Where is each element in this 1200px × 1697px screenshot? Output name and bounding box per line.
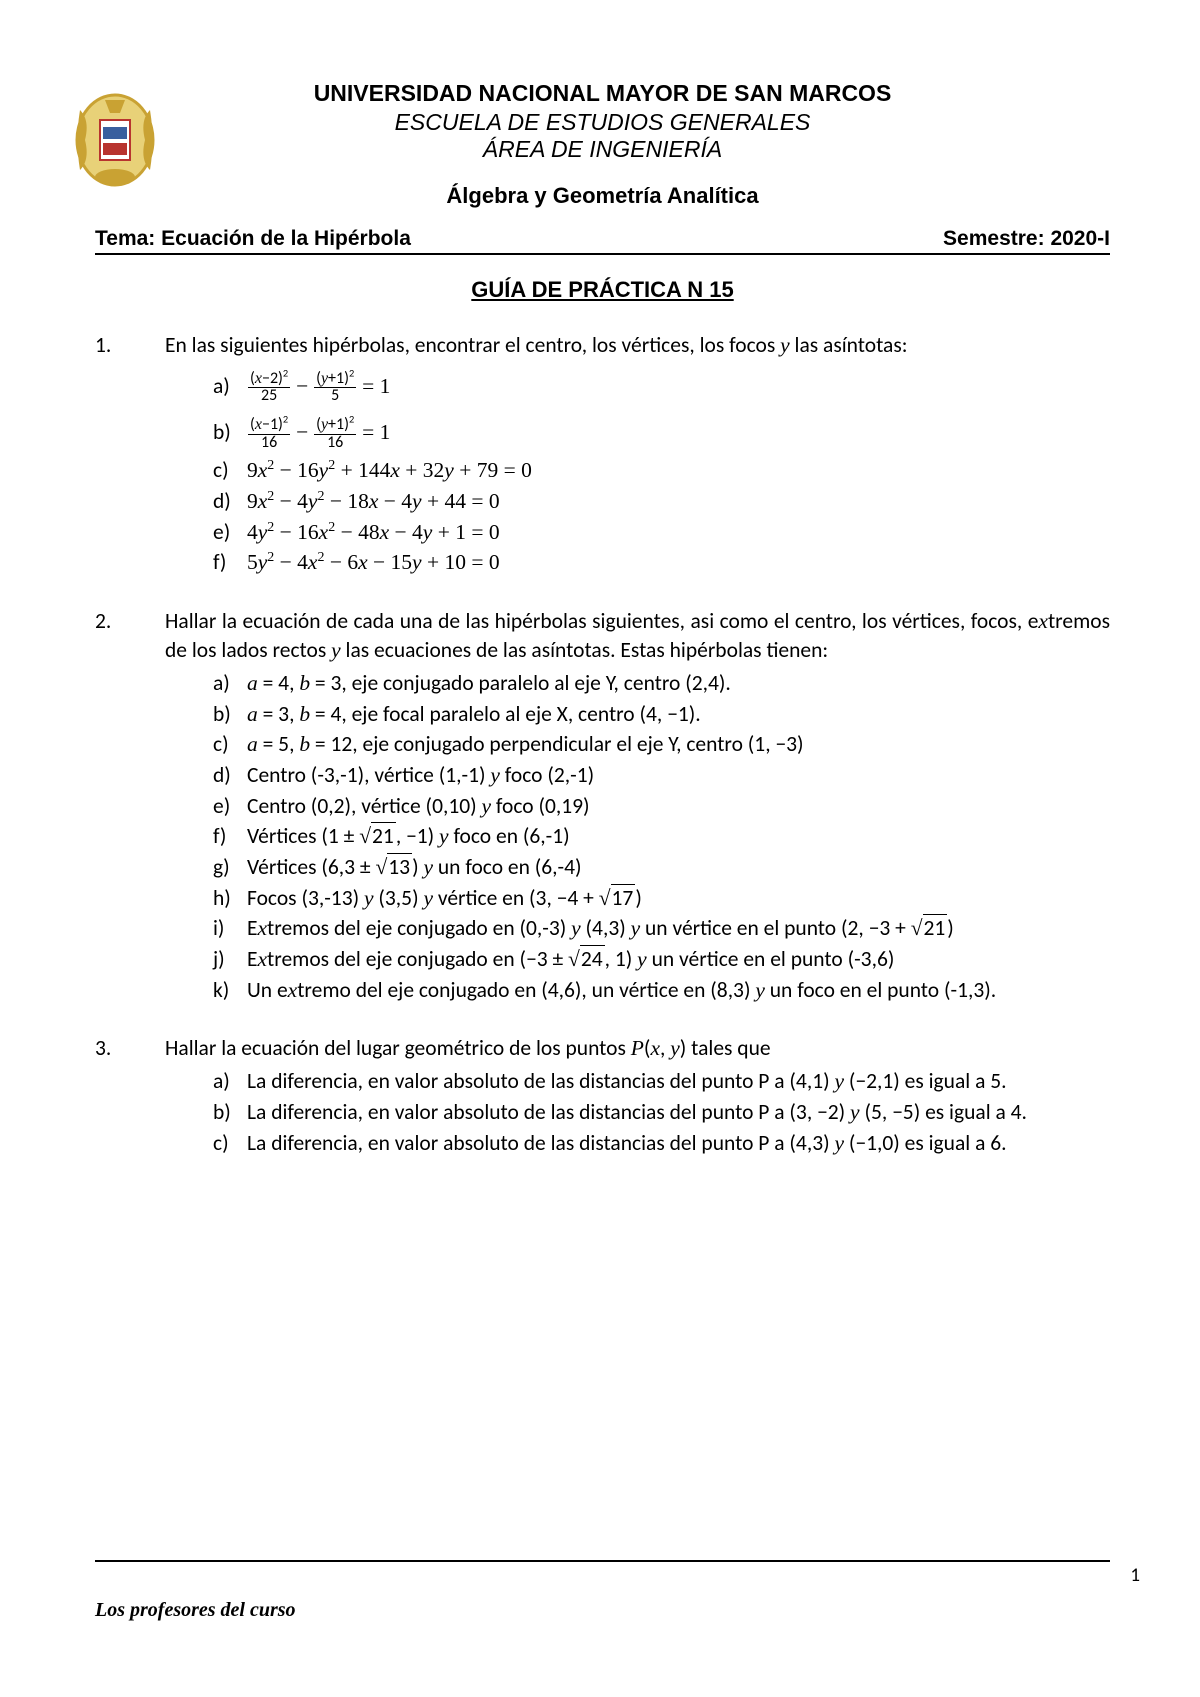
sub-item: i)Extremos del eje conjugado en (0,-3) y… [213,914,1110,944]
problems-container: 1.En las siguientes hipérbolas, encontra… [95,331,1110,1159]
footer-text: Los profesores del curso [95,1599,296,1622]
sub-text: (x−2)225 − (y+1)25 = 1 [247,364,1110,409]
sub-item: f)Vértices (1 ± 21, −1) y foco en (6,-1) [213,822,1110,852]
sub-item: d)9x2 − 4y2 − 18x − 4y + 44 = 0 [213,487,1110,517]
area-name: ÁREA DE INGENIERÍA [95,136,1110,163]
sub-label: d) [213,761,247,791]
page-number: 1 [1130,1564,1140,1587]
sub-label: j) [213,945,247,975]
sub-text: La diferencia, en valor absoluto de las … [247,1129,1110,1159]
sub-text: (x−1)216 − (y+1)216 = 1 [247,410,1110,455]
sub-label: f) [213,548,247,578]
problem-number: 1. [95,331,165,579]
problem: 1.En las siguientes hipérbolas, encontra… [95,331,1110,579]
guide-title: GUÍA DE PRÁCTICA N 15 [95,277,1110,303]
sub-text: a = 4, b = 3, eje conjugado paralelo al … [247,669,1110,699]
document-header: UNIVERSIDAD NACIONAL MAYOR DE SAN MARCOS… [95,80,1110,209]
sub-text: Extremos del eje conjugado en (−3 ± 24, … [247,945,1110,975]
university-logo [65,85,165,195]
sub-item: a)(x−2)225 − (y+1)25 = 1 [213,364,1110,409]
sub-label: e) [213,792,247,822]
sub-text: La diferencia, en valor absoluto de las … [247,1067,1110,1097]
sub-label: f) [213,822,247,852]
sub-text: Un extremo del eje conjugado en (4,6), u… [247,976,1110,1006]
sub-label: i) [213,914,247,944]
university-name: UNIVERSIDAD NACIONAL MAYOR DE SAN MARCOS [95,80,1110,107]
sub-text: 5y2 − 4x2 − 6x − 15y + 10 = 0 [247,548,1110,578]
document-page: UNIVERSIDAD NACIONAL MAYOR DE SAN MARCOS… [0,0,1200,1697]
sub-item: b)La diferencia, en valor absoluto de la… [213,1098,1110,1128]
sub-label: b) [213,410,247,455]
sub-label: b) [213,1098,247,1128]
sub-label: c) [213,730,247,760]
sub-list: a)(x−2)225 − (y+1)25 = 1b)(x−1)216 − (y+… [165,364,1110,578]
sub-text: La diferencia, en valor absoluto de las … [247,1098,1110,1128]
sub-item: j)Extremos del eje conjugado en (−3 ± 24… [213,945,1110,975]
topic: Tema: Ecuación de la Hipérbola [95,227,411,251]
sub-text: Focos (3,-13) y (3,5) y vértice en (3, −… [247,884,1110,914]
sub-item: b)a = 3, b = 4, eje focal paralelo al ej… [213,700,1110,730]
sub-item: e)Centro (0,2), vértice (0,10) y foco (0… [213,792,1110,822]
sub-item: a)a = 4, b = 3, eje conjugado paralelo a… [213,669,1110,699]
problem-body: Hallar la ecuación del lugar geométrico … [165,1034,1110,1159]
sub-label: e) [213,518,247,548]
sub-item: a)La diferencia, en valor absoluto de la… [213,1067,1110,1097]
sub-text: a = 5, b = 12, eje conjugado perpendicul… [247,730,1110,760]
sub-item: h)Focos (3,-13) y (3,5) y vértice en (3,… [213,884,1110,914]
problem-body: En las siguientes hipérbolas, encontrar … [165,331,1110,579]
school-name: ESCUELA DE ESTUDIOS GENERALES [95,109,1110,136]
sub-item: c)a = 5, b = 12, eje conjugado perpendic… [213,730,1110,760]
sub-item: d)Centro (-3,-1), vértice (1,-1) y foco … [213,761,1110,791]
sub-label: c) [213,1129,247,1159]
problem: 3.Hallar la ecuación del lugar geométric… [95,1034,1110,1159]
sub-label: k) [213,976,247,1006]
sub-item: c)9x2 − 16y2 + 144x + 32y + 79 = 0 [213,456,1110,486]
sub-text: Centro (-3,-1), vértice (1,-1) y foco (2… [247,761,1110,791]
sub-text: Vértices (1 ± 21, −1) y foco en (6,-1) [247,822,1110,852]
sub-text: 9x2 − 4y2 − 18x − 4y + 44 = 0 [247,487,1110,517]
semester: Semestre: 2020-I [943,227,1110,251]
sub-label: g) [213,853,247,883]
problem-intro: Hallar la ecuación de cada una de las hi… [165,607,1110,665]
problem-body: Hallar la ecuación de cada una de las hi… [165,607,1110,1006]
sub-item: f)5y2 − 4x2 − 6x − 15y + 10 = 0 [213,548,1110,578]
sub-label: a) [213,364,247,409]
sub-label: c) [213,456,247,486]
problem: 2.Hallar la ecuación de cada una de las … [95,607,1110,1006]
sub-label: a) [213,1067,247,1097]
sub-label: h) [213,884,247,914]
sub-label: d) [213,487,247,517]
sub-item: b)(x−1)216 − (y+1)216 = 1 [213,410,1110,455]
sub-text: 9x2 − 16y2 + 144x + 32y + 79 = 0 [247,456,1110,486]
sub-text: Vértices (6,3 ± 13) y un foco en (6,-4) [247,853,1110,883]
sub-item: g)Vértices (6,3 ± 13) y un foco en (6,-4… [213,853,1110,883]
sub-list: a)La diferencia, en valor absoluto de la… [165,1067,1110,1158]
problem-number: 3. [95,1034,165,1159]
sub-text: a = 3, b = 4, eje focal paralelo al eje … [247,700,1110,730]
sub-text: Extremos del eje conjugado en (0,-3) y (… [247,914,1110,944]
sub-item: e)4y2 − 16x2 − 48x − 4y + 1 = 0 [213,518,1110,548]
problem-intro: Hallar la ecuación del lugar geométrico … [165,1034,1110,1063]
sub-text: Centro (0,2), vértice (0,10) y foco (0,1… [247,792,1110,822]
topic-row: Tema: Ecuación de la Hipérbola Semestre:… [95,227,1110,255]
sub-text: 4y2 − 16x2 − 48x − 4y + 1 = 0 [247,518,1110,548]
problem-intro: En las siguientes hipérbolas, encontrar … [165,331,1110,360]
sub-list: a)a = 4, b = 3, eje conjugado paralelo a… [165,669,1110,1005]
sub-item: k)Un extremo del eje conjugado en (4,6),… [213,976,1110,1006]
sub-label: b) [213,700,247,730]
sub-item: c)La diferencia, en valor absoluto de la… [213,1129,1110,1159]
footer-rule [95,1560,1110,1562]
course-title: Álgebra y Geometría Analítica [95,183,1110,209]
problem-number: 2. [95,607,165,1006]
sub-label: a) [213,669,247,699]
